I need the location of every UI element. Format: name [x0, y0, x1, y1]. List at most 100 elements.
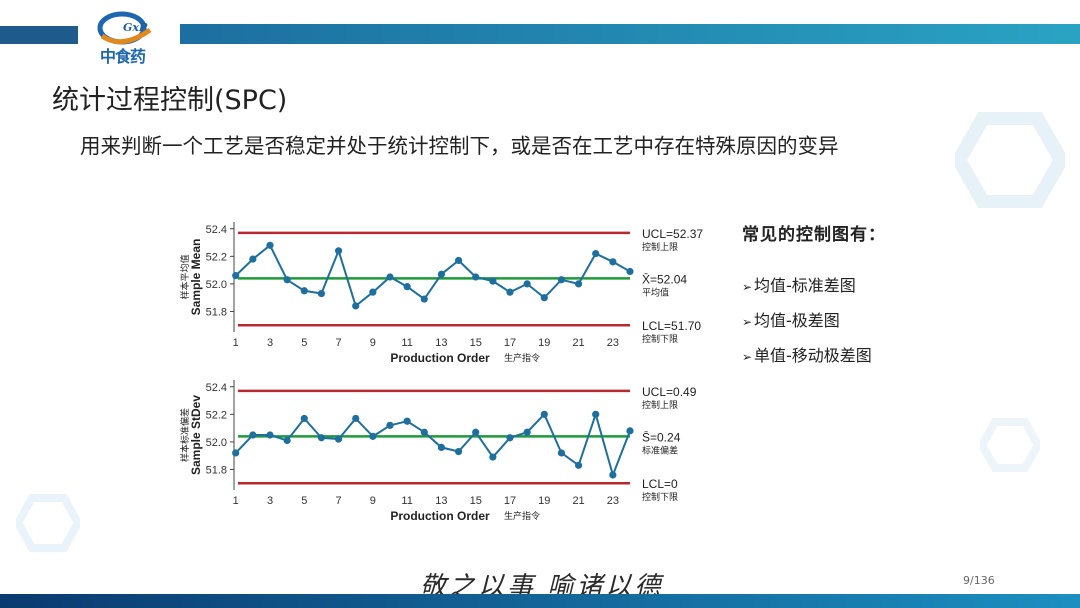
data-point	[300, 287, 308, 295]
x-tick-label: 23	[607, 337, 619, 349]
data-point	[232, 272, 240, 280]
data-point	[574, 280, 583, 288]
data-point	[317, 289, 326, 298]
data-point	[609, 471, 617, 479]
x-axis-label-cn: 生产指令	[504, 352, 540, 363]
limit-sublabel: 控制上限	[642, 241, 678, 252]
arrow-bullet-icon: ➢	[742, 315, 753, 329]
data-point	[334, 435, 343, 443]
x-axis-label-cn: 生产指令	[504, 510, 540, 521]
x-tick-label: 1	[233, 495, 239, 507]
data-point	[386, 273, 394, 281]
control-chart-types-heading: 常见的控制图有：	[742, 225, 886, 245]
data-point	[626, 427, 634, 435]
data-point	[592, 410, 600, 418]
logo-mark: GxP	[123, 21, 148, 34]
x-tick-label: 5	[301, 337, 307, 349]
x-tick-label: 7	[336, 337, 342, 349]
data-point	[352, 414, 360, 423]
x-tick-label: 1	[233, 337, 239, 349]
y-tick-label: 52.4	[206, 382, 227, 394]
data-point	[437, 270, 446, 278]
list-item: ➢ 均值-极差图	[742, 307, 872, 342]
x-tick-label: 9	[370, 337, 376, 349]
list-item-label: 均值-标准差图	[754, 276, 856, 295]
data-point	[266, 241, 274, 249]
limit-sublabel: 控制下限	[642, 333, 678, 344]
x-tick-label: 15	[470, 495, 482, 507]
x-tick-label: 9	[370, 495, 376, 507]
x-tick-label: 3	[267, 495, 273, 507]
data-point	[489, 277, 497, 285]
stdev-control-chart: 52.452.252.051.81 3 5 7 9 11 13 15 17 19 21 23Produ…	[179, 380, 697, 523]
limit-sublabel: 标准偏差	[642, 444, 678, 455]
data-point	[437, 443, 446, 452]
series-line	[234, 410, 631, 479]
data-point	[454, 256, 463, 265]
x-tick-label: 21	[572, 495, 584, 507]
limit-sublabel: 控制上限	[642, 399, 678, 410]
data-point	[369, 288, 377, 296]
x-tick-label: 5	[301, 495, 307, 507]
y-tick-label: 52.0	[206, 437, 227, 449]
arrow-bullet-icon: ➢	[742, 280, 753, 294]
top-accent-bar-right	[180, 24, 1080, 44]
data-point	[592, 249, 600, 258]
data-point	[249, 431, 257, 439]
x-axis-label: Production Order	[390, 509, 490, 523]
data-point	[523, 428, 531, 436]
data-point	[300, 414, 308, 423]
page-number: 9/136	[963, 574, 995, 587]
y-axis-label-cn: 样本平均值	[179, 254, 190, 299]
data-point	[626, 267, 634, 276]
mean-control-chart: 52.452.252.051.81 3 5 7 9 11 13 15 17 19 21 23Produ…	[179, 222, 703, 365]
limit-sublabel: 平均值	[642, 286, 669, 297]
intro-text: 用来判断一个工艺是否稳定并处于统计控制下，或是否在工艺中存在特殊原因的变异	[80, 134, 839, 158]
data-point	[506, 288, 514, 296]
x-tick-label: 13	[435, 495, 447, 507]
y-axis-label: Sample StDev	[189, 395, 203, 475]
limit-label: X̄=52.04	[642, 272, 687, 286]
decorative-hexagon	[16, 494, 80, 552]
data-point	[403, 417, 411, 425]
y-axis-label: Sample Mean	[189, 239, 203, 316]
data-point	[557, 276, 566, 284]
data-point	[472, 273, 480, 281]
logo-brand: 中食药	[100, 47, 146, 66]
data-point	[540, 410, 548, 418]
data-point	[369, 432, 377, 440]
list-item: ➢ 均值-标准差图	[742, 272, 872, 307]
x-tick-label: 11	[401, 337, 412, 349]
y-tick-label: 52.0	[206, 279, 227, 291]
top-accent-bar-left	[0, 26, 78, 44]
data-point	[232, 449, 240, 457]
limit-label: UCL=0.49	[642, 385, 697, 399]
y-tick-label: 52.2	[206, 251, 227, 263]
data-point	[574, 461, 583, 469]
list-item: ➢ 单值-移动极差图	[742, 342, 872, 377]
data-point	[403, 283, 411, 291]
arrow-bullet-icon: ➢	[742, 350, 753, 364]
series-line	[235, 243, 631, 308]
decorative-hexagon	[980, 418, 1040, 472]
data-point	[266, 431, 274, 439]
y-tick-label: 52.2	[206, 409, 227, 421]
control-chart-types-list: ➢ 均值-标准差图 ➢ 均值-极差图 ➢ 单值-移动极差图	[742, 272, 872, 377]
y-axis-label-cn: 样本标准偏差	[179, 408, 190, 462]
y-tick-label: 51.8	[206, 306, 227, 318]
limit-label: UCL=52.37	[642, 227, 703, 241]
data-point	[506, 434, 514, 442]
data-point	[489, 453, 497, 461]
limit-label: LCL=0	[642, 477, 678, 491]
data-point	[420, 295, 428, 303]
limit-label: S̄=0.24	[642, 430, 681, 444]
x-tick-label: 15	[470, 337, 482, 349]
data-point	[283, 436, 291, 445]
list-item-label: 单值-移动极差图	[754, 346, 872, 365]
x-tick-label: 11	[401, 495, 412, 507]
x-tick-label: 21	[572, 337, 584, 349]
x-tick-label: 13	[435, 337, 447, 349]
data-point	[317, 434, 326, 442]
x-axis-label: Production Order	[390, 351, 490, 365]
data-point	[386, 421, 394, 429]
